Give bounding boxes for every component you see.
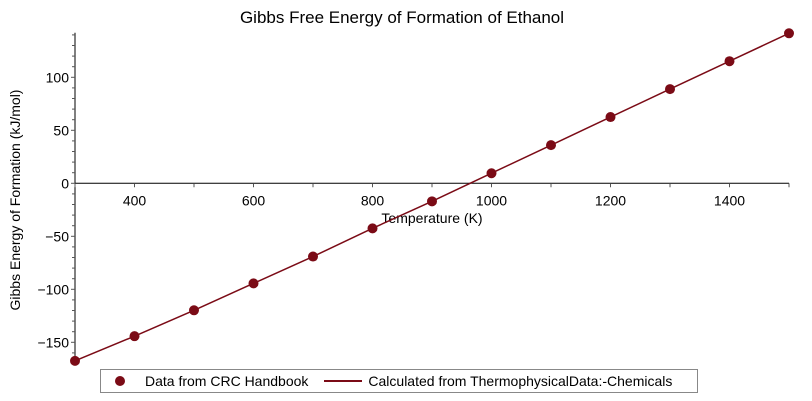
data-point	[248, 278, 259, 289]
data-point	[665, 84, 675, 95]
data-point	[427, 196, 437, 207]
legend-dot-marker	[115, 376, 125, 386]
data-point	[724, 56, 735, 67]
y-tick-label: 50	[53, 122, 69, 138]
x-tick-label: 800	[361, 192, 385, 208]
x-tick-label: 1000	[476, 192, 507, 208]
data-point	[605, 112, 616, 123]
data-point	[308, 251, 318, 262]
y-tick-label: 100	[46, 69, 70, 85]
data-point	[784, 28, 794, 39]
x-tick-label: 600	[242, 192, 266, 208]
legend-label-data: Data from CRC Handbook	[145, 373, 309, 389]
data-point	[546, 140, 556, 151]
y-tick-label: −50	[45, 228, 69, 244]
legend-line-marker	[324, 380, 363, 382]
legend-item-data: Data from CRC Handbook	[115, 373, 308, 389]
x-tick-label: 1400	[714, 192, 745, 208]
x-tick-label: 1200	[595, 192, 626, 208]
legend: Data from CRC Handbook Calculated from T…	[100, 369, 698, 393]
chart-title: Gibbs Free Energy of Formation of Ethano…	[240, 8, 564, 27]
legend-item-calculated: Calculated from ThermophysicalData:-Chem…	[324, 373, 672, 389]
y-tick-label: −100	[37, 281, 69, 297]
y-tick-label: −150	[37, 334, 69, 350]
data-point	[70, 355, 80, 366]
data-point	[486, 168, 497, 179]
data-point	[129, 331, 140, 342]
y-tick-label: 0	[61, 175, 69, 191]
legend-label-calculated: Calculated from ThermophysicalData:-Chem…	[368, 373, 673, 389]
data-point	[367, 223, 378, 234]
y-axis-label: Gibbs Energy of Formation (kJ/mol)	[7, 90, 23, 311]
data-point	[189, 305, 199, 316]
x-tick-label: 400	[123, 192, 147, 208]
x-axis-label: Temperature (K)	[381, 210, 482, 226]
